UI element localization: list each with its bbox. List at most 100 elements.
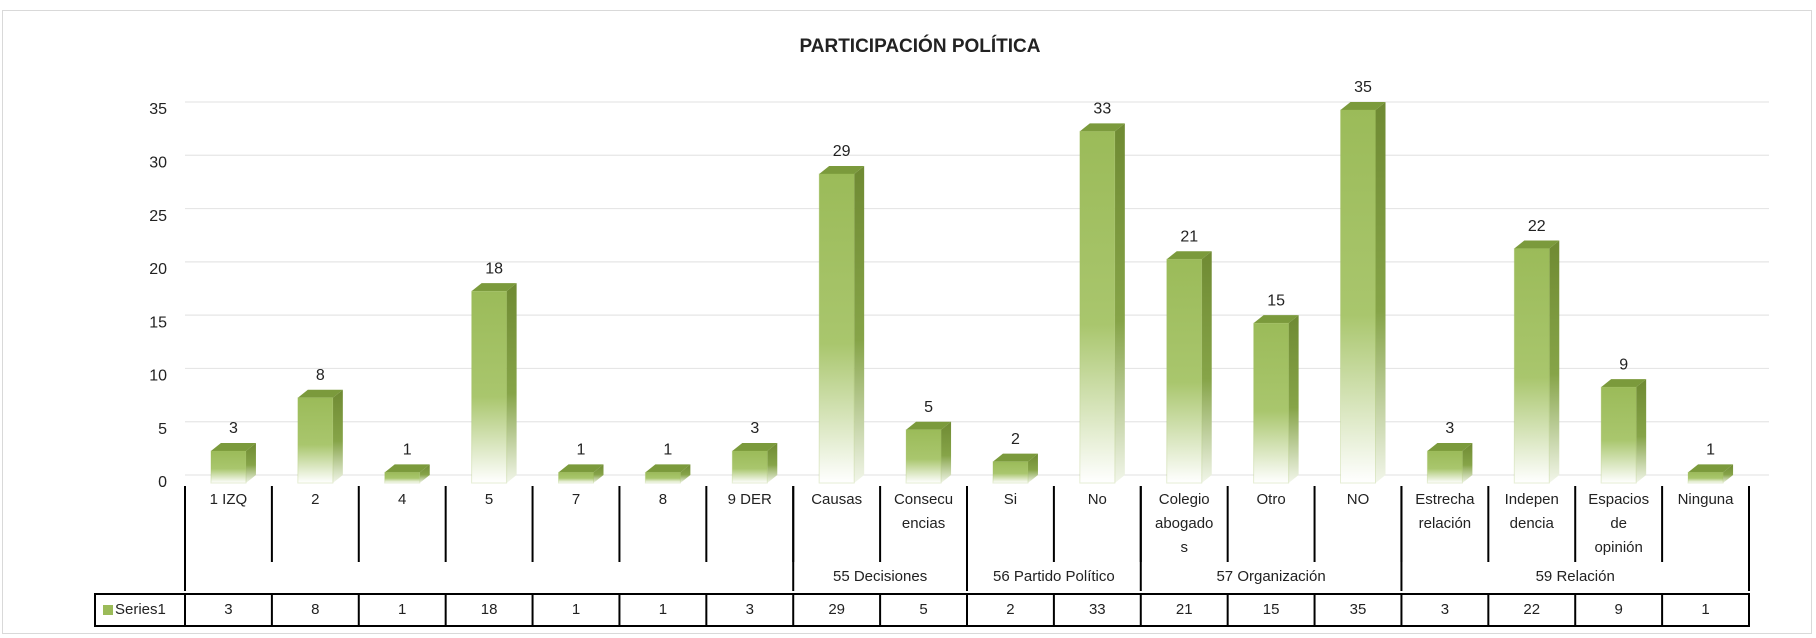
table-value: 33	[1088, 601, 1106, 618]
table-value: 29	[828, 601, 845, 618]
bar-top	[471, 283, 517, 292]
data-label: 1	[663, 442, 672, 459]
bar-top	[1079, 123, 1125, 132]
x-tick-label: No	[1087, 491, 1107, 508]
data-label: 1	[577, 442, 586, 459]
x-tick-label: Consecu encias	[893, 491, 954, 532]
data-label: 8	[316, 367, 325, 384]
bar-top	[992, 453, 1038, 462]
bar-top	[1340, 102, 1386, 110]
table-value: 35	[1349, 601, 1367, 618]
table-value: 1	[398, 601, 407, 618]
bar-side	[1636, 379, 1647, 483]
bar-top	[645, 464, 691, 473]
bar	[644, 471, 681, 484]
bar	[1079, 130, 1116, 484]
table-value: 21	[1175, 601, 1193, 618]
table-value: 5	[919, 601, 928, 618]
table-border	[94, 593, 1750, 627]
chart-title: PARTICIPACIÓN POLÍTICA	[799, 35, 1040, 57]
data-label: 3	[229, 420, 238, 437]
bar-top	[297, 389, 343, 398]
x-tick-label: Ninguna	[1677, 491, 1734, 508]
bar-side	[1723, 464, 1734, 483]
y-tick-label: 0	[158, 474, 167, 491]
data-label: 1	[1706, 442, 1715, 459]
bar	[1600, 386, 1637, 484]
bar	[1340, 109, 1376, 484]
bar-side	[767, 443, 778, 483]
bar-side	[332, 389, 343, 483]
x-tick-label: Causas	[811, 491, 863, 508]
chart-frame	[2, 10, 1812, 634]
table-value: 1	[1701, 601, 1710, 618]
bar	[558, 471, 594, 484]
y-tick-label: 30	[149, 155, 167, 172]
table-value: 3	[224, 601, 233, 618]
bar	[384, 471, 421, 484]
bar	[905, 429, 942, 484]
bar-side	[245, 443, 256, 483]
data-label: 2	[1011, 431, 1020, 448]
x-tick-label: 5	[484, 491, 494, 508]
data-label: 35	[1354, 79, 1372, 96]
x-tick-label: 2	[311, 491, 320, 508]
bar-top	[558, 464, 604, 473]
bar-side	[1549, 240, 1560, 483]
bar-side	[419, 464, 430, 483]
table-value: 8	[311, 601, 320, 618]
bar-side	[1027, 453, 1038, 483]
bar-top	[819, 165, 865, 174]
bar-top	[1514, 240, 1560, 249]
bar	[992, 461, 1029, 484]
table-value: 2	[1006, 601, 1015, 618]
data-label: 15	[1267, 292, 1285, 309]
bar-side	[1375, 102, 1386, 483]
x-tick-label: Indepen dencia	[1504, 491, 1559, 532]
legend-key	[103, 605, 113, 615]
group-label: 56 Partido Político	[993, 568, 1115, 585]
bar-top	[1688, 464, 1734, 473]
data-label: 9	[1619, 356, 1628, 373]
table-value: 22	[1523, 601, 1541, 618]
bar-side	[1201, 251, 1212, 483]
y-tick-label: 25	[149, 208, 167, 225]
data-label: 22	[1528, 218, 1546, 235]
x-tick-label: 4	[398, 491, 407, 508]
table-value: 9	[1614, 601, 1623, 618]
data-label: 21	[1180, 228, 1198, 245]
group-label: 55 Decisiones	[832, 568, 928, 585]
x-tick-label: 7	[571, 491, 581, 508]
x-tick-label: 1 IZQ	[209, 491, 248, 508]
bar-top	[906, 421, 952, 430]
table-value: 15	[1262, 601, 1280, 618]
table-value: 3	[745, 601, 754, 618]
x-tick-label: Estrecha relación	[1415, 491, 1475, 532]
table-value: 1	[658, 601, 668, 618]
bar-top	[1166, 251, 1212, 260]
x-tick-label: 8	[658, 491, 668, 508]
data-label: 33	[1093, 101, 1111, 118]
bar	[471, 290, 508, 484]
y-tick-label: 10	[149, 368, 167, 385]
bar-side	[941, 421, 952, 483]
bar	[1513, 248, 1550, 484]
bar-side	[506, 283, 517, 483]
data-label: 29	[833, 143, 851, 160]
bar	[1166, 258, 1203, 484]
bar-top	[210, 443, 256, 452]
bar	[1253, 322, 1290, 484]
x-tick-label: Otro	[1256, 491, 1286, 508]
bar-side	[680, 464, 691, 483]
legend-entry: Series1	[115, 601, 166, 618]
data-label: 5	[924, 399, 933, 416]
group-label: 59 Relación	[1535, 568, 1615, 585]
y-tick-label: 20	[149, 261, 167, 278]
x-tick-label: Si	[1003, 491, 1018, 508]
y-tick-label: 5	[158, 421, 167, 438]
bar-top	[1427, 443, 1473, 452]
bar	[1687, 471, 1724, 484]
bar-side	[854, 165, 865, 483]
table-value: 1	[571, 601, 581, 618]
